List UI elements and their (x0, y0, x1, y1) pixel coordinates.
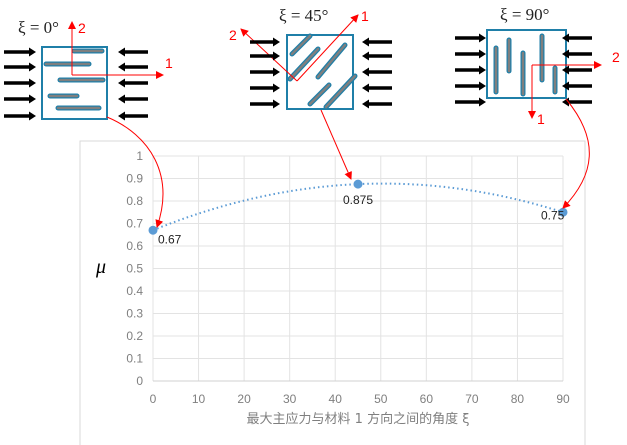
data-label: 0.875 (343, 193, 373, 207)
y-tick-label: 0.4 (126, 284, 143, 298)
diagram-title: ξ = 45° (279, 6, 328, 25)
x-tick-label: 60 (420, 392, 434, 406)
diagram-xi-0: ξ = 0° 2 1 (18, 18, 173, 120)
x-tick-label: 70 (465, 392, 479, 406)
y-tick-label: 0.7 (126, 217, 143, 231)
y-tick-label: 0.6 (126, 239, 143, 253)
y-tick-label: 0.5 (126, 262, 143, 276)
trendline (152, 182, 564, 232)
x-tick-label: 0 (150, 392, 157, 406)
axis-1-label: 1 (165, 55, 173, 71)
data-point (558, 207, 568, 217)
connector-arrow-0 (106, 116, 164, 228)
x-tick-label: 20 (237, 392, 251, 406)
y-tick-label: 0.9 (126, 172, 143, 186)
y-tick-label: 0.2 (126, 329, 143, 343)
y-tick-label: 1 (136, 149, 143, 163)
y-tick-label: 0.1 (126, 352, 143, 366)
diagram-title: ξ = 90° (500, 5, 549, 24)
data-label: 0.67 (158, 232, 182, 246)
data-point (353, 179, 363, 189)
diagram-title: ξ = 0° (18, 18, 59, 37)
data-point (148, 225, 158, 235)
axis-2-label: 2 (229, 27, 237, 43)
x-tick-label: 50 (374, 392, 388, 406)
connector-arrow-90 (562, 98, 590, 209)
y-tick-label: 0 (136, 374, 143, 388)
grid (152, 155, 564, 382)
data-label: 0.75 (541, 208, 565, 222)
connector-arrow-45 (320, 109, 352, 180)
diagram-xi-45: ξ = 45° 2 1 (229, 6, 369, 110)
load-arrows (4, 33, 592, 121)
x-tick-label: 90 (556, 392, 570, 406)
y-tick-label: 0.3 (126, 307, 143, 321)
chart-frame (79, 140, 586, 445)
axis-2-label: 2 (612, 49, 620, 65)
x-tick-label: 10 (192, 392, 206, 406)
x-tick-label: 80 (511, 392, 525, 406)
y-tick-label: 0.8 (126, 194, 143, 208)
axis-1-label: 1 (537, 111, 545, 127)
y-axis-label: μ (95, 256, 106, 278)
x-axis-label: 最大主应力与材料 1 方向之间的角度 ξ (247, 411, 470, 427)
axis-1-arrow (296, 14, 359, 82)
axis-1-label: 1 (361, 8, 369, 24)
x-tick-label: 30 (283, 392, 297, 406)
diagram-xi-90: ξ = 90° 1 2 (486, 5, 620, 127)
x-tick-label: 40 (329, 392, 343, 406)
axis-2-label: 2 (78, 20, 86, 36)
